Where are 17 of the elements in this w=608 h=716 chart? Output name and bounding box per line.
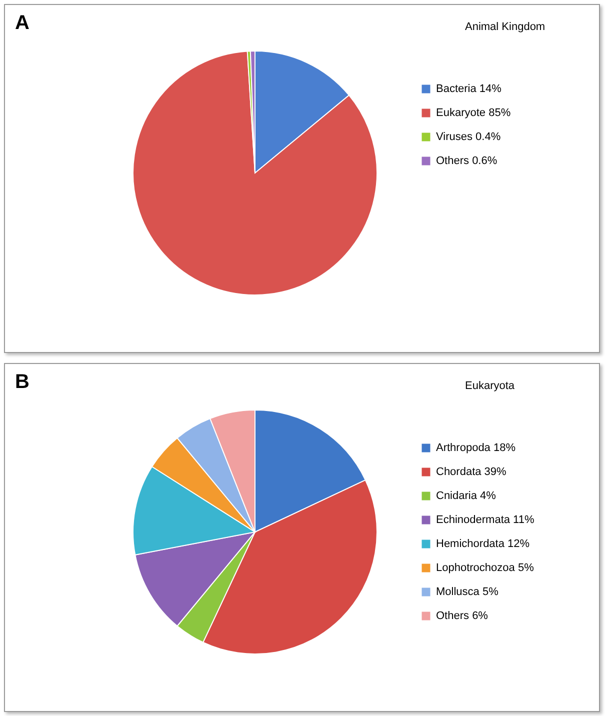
pie-slice xyxy=(132,50,378,296)
legend-label: Lophotrochozoa 5% xyxy=(436,562,534,574)
chart-title: Animal Kingdom xyxy=(465,21,546,33)
legend-label: Mollusca 5% xyxy=(436,586,499,598)
legend-label: Viruses 0.4% xyxy=(436,131,501,143)
legend-label: Bacteria 14% xyxy=(436,83,502,95)
legend-label: Hemichordata 12% xyxy=(436,538,530,550)
legend-label: Chordata 39% xyxy=(436,466,507,478)
legend-label: Cnidaria 4% xyxy=(436,490,496,502)
legend-label: Others 6% xyxy=(436,610,488,622)
legend-label: Others 0.6% xyxy=(436,155,498,167)
text: A xyxy=(15,12,30,34)
text: B xyxy=(15,371,30,393)
chart-title: Eukaryota xyxy=(465,380,516,392)
legend-label: Echinodermata 11% xyxy=(436,514,534,526)
legend-label: Eukaryote 85% xyxy=(436,107,511,119)
legend-label: Arthropoda 18% xyxy=(436,442,516,454)
